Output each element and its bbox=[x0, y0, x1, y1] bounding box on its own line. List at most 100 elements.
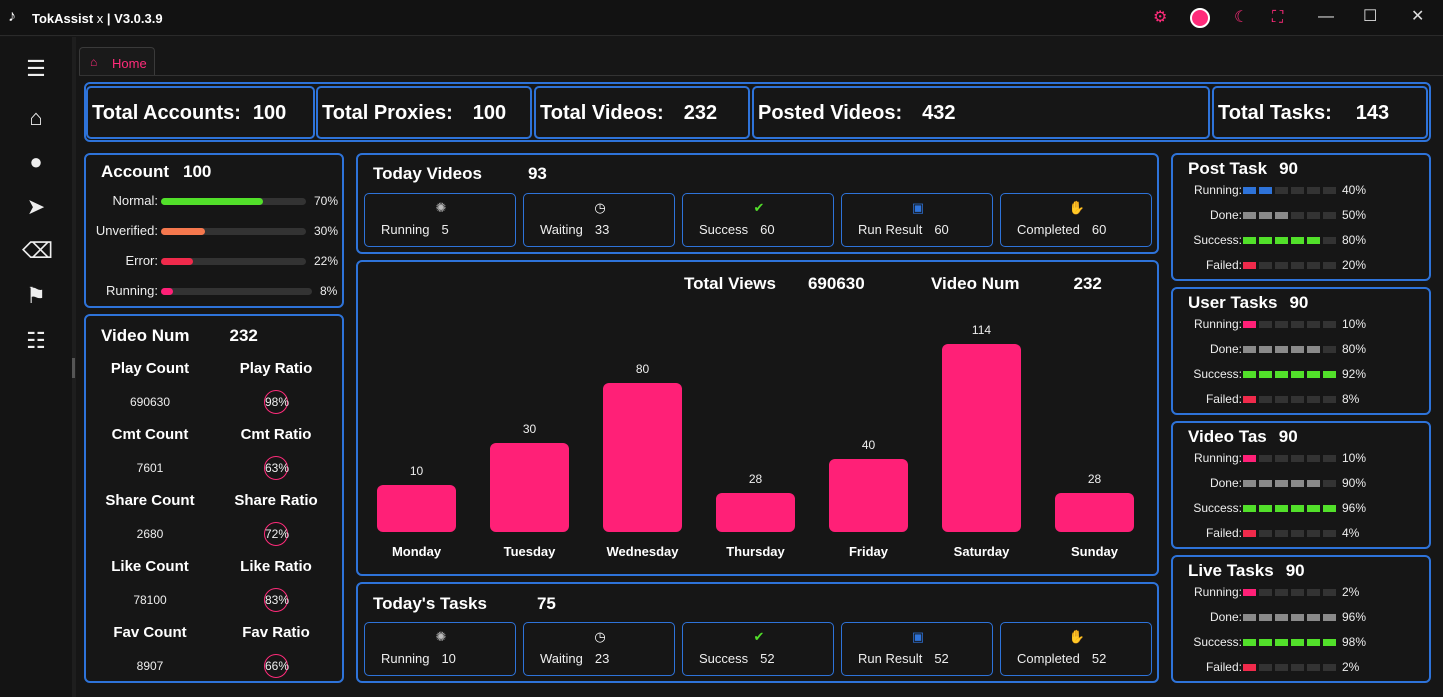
task-segment bbox=[1275, 262, 1288, 269]
today-tasks-completed: ✋ Completed 52 bbox=[1000, 622, 1152, 676]
minimize-button[interactable]: — bbox=[1318, 8, 1334, 25]
task-segment bbox=[1243, 237, 1256, 244]
stat-value: 432 bbox=[922, 102, 956, 124]
task-segment bbox=[1323, 614, 1336, 621]
result-icon: ▣ bbox=[911, 629, 925, 644]
video-count-value: 690630 bbox=[129, 395, 171, 409]
today-tasks-panel: Today's Tasks 75 ✺ Running 10 ◷ Waiting 23 ✔ Suc… bbox=[356, 582, 1159, 683]
maximize-button[interactable]: ☐ bbox=[1363, 8, 1378, 25]
today-videos-completed: ✋ Completed 60 bbox=[1000, 193, 1152, 247]
task-panel-title: User Tasks 90 bbox=[1188, 293, 1308, 313]
chart-bar bbox=[1055, 493, 1134, 532]
stat-label: Total Proxies: bbox=[322, 102, 453, 124]
sidebar-send-icon[interactable]: ➤ bbox=[26, 194, 46, 219]
task-segment bbox=[1291, 371, 1304, 378]
task-row-segments bbox=[1243, 480, 1339, 487]
chart-video-num-label: Video Num bbox=[931, 274, 1020, 293]
today-videos-item-label: Running 5 bbox=[381, 222, 449, 237]
task-segment bbox=[1307, 639, 1320, 646]
task-segment bbox=[1307, 321, 1320, 328]
chart-bar bbox=[603, 383, 682, 532]
theme-moon-icon[interactable]: ☾ bbox=[1234, 9, 1249, 26]
account-row-label: Running: bbox=[105, 283, 158, 298]
today-tasks-count: 75 bbox=[536, 594, 556, 613]
task-panel-count: 90 bbox=[1285, 561, 1305, 580]
task-row-segments bbox=[1243, 589, 1339, 596]
video-ratio-label: Like Ratio bbox=[240, 558, 312, 575]
chart-bar-value: 40 bbox=[861, 438, 876, 452]
video-ratio-ring: 66% bbox=[264, 654, 289, 678]
task-segment bbox=[1259, 346, 1272, 353]
today-videos-count: 93 bbox=[527, 164, 547, 183]
video-count-label: Play Count bbox=[110, 360, 190, 377]
task-segment bbox=[1307, 530, 1320, 537]
task-row-label: Success: bbox=[1193, 367, 1242, 381]
task-segment bbox=[1243, 455, 1256, 462]
task-segment bbox=[1259, 614, 1272, 621]
video-ratio-label: Play Ratio bbox=[239, 360, 313, 377]
chart-category-label: Monday bbox=[391, 544, 442, 559]
chart-category-label: Tuesday bbox=[503, 544, 556, 559]
task-row-percent: 10% bbox=[1342, 451, 1367, 465]
today-videos-item-label: Run Result 60 bbox=[858, 222, 949, 237]
sub-label-text: Success bbox=[699, 222, 749, 237]
stat-total-accounts: Total Accounts: 100 bbox=[86, 86, 315, 139]
stat-value: 100 bbox=[252, 102, 287, 124]
account-row-percent: 70% bbox=[314, 194, 339, 208]
task-segment bbox=[1323, 396, 1336, 403]
sidebar-user-icon[interactable]: ● bbox=[29, 149, 43, 174]
task-segment bbox=[1259, 262, 1272, 269]
task-segment bbox=[1323, 187, 1336, 194]
settings-gear-icon[interactable]: ⚙ bbox=[1153, 9, 1168, 26]
video-stats-title: Video Num bbox=[101, 326, 190, 345]
task-row-segments bbox=[1243, 371, 1339, 378]
sidebar-eraser-icon[interactable]: ⌫ bbox=[22, 238, 54, 263]
account-progress-fill bbox=[161, 198, 263, 205]
task-segment bbox=[1243, 530, 1256, 537]
spinner-icon: ✺ bbox=[435, 629, 447, 644]
task-segment bbox=[1323, 530, 1336, 537]
task-segment bbox=[1259, 321, 1272, 328]
hand-icon: ✋ bbox=[1068, 200, 1086, 215]
task-segment bbox=[1307, 237, 1320, 244]
sub-label-text: Waiting bbox=[540, 222, 583, 237]
video-count-label: Like Count bbox=[111, 558, 189, 575]
stat-value: 100 bbox=[472, 102, 507, 124]
sidebar-user-list-icon[interactable]: ☷ bbox=[26, 328, 46, 353]
task-panel-live-tasks: Live Tasks 90 Running: 2% Done: 96% Success: 98… bbox=[1171, 555, 1431, 683]
task-row-label: Running: bbox=[1193, 317, 1242, 331]
task-row-segments bbox=[1243, 237, 1339, 244]
record-icon[interactable] bbox=[1190, 8, 1210, 28]
task-segment bbox=[1323, 480, 1336, 487]
task-segment bbox=[1275, 589, 1288, 596]
task-row-percent: 96% bbox=[1342, 610, 1367, 624]
check-circle-icon: ✔ bbox=[753, 200, 765, 215]
sidebar-resize-handle[interactable] bbox=[72, 358, 75, 378]
task-panel-title-text: Post Task bbox=[1188, 159, 1268, 178]
sidebar-map-icon[interactable]: ⚑ bbox=[26, 283, 46, 308]
sub-label-text: Success bbox=[699, 651, 749, 666]
task-segment bbox=[1307, 664, 1320, 671]
task-row-label: Success: bbox=[1193, 501, 1242, 515]
video-count-value: 7601 bbox=[136, 461, 164, 475]
sidebar-home-icon[interactable]: ⌂ bbox=[29, 105, 43, 130]
tab-home[interactable]: ⌂ Home bbox=[79, 47, 155, 75]
sub-label-value: 52 bbox=[1091, 651, 1107, 666]
sub-label-value: 60 bbox=[760, 222, 775, 237]
close-button[interactable]: ✕ bbox=[1411, 8, 1425, 25]
task-row-percent: 98% bbox=[1342, 635, 1367, 649]
menu-hamburger-icon[interactable]: ☰ bbox=[26, 56, 46, 81]
chart-category-label: Wednesday bbox=[606, 544, 679, 559]
today-videos-panel: Today Videos 93 ✺ Running 5 ◷ Waiting 33 ✔ Succe… bbox=[356, 153, 1159, 254]
task-segment bbox=[1323, 346, 1336, 353]
task-segment bbox=[1243, 262, 1256, 269]
today-videos-run-result: ▣ Run Result 60 bbox=[841, 193, 993, 247]
task-segment bbox=[1275, 480, 1288, 487]
task-segment bbox=[1323, 455, 1336, 462]
task-row-percent: 80% bbox=[1342, 342, 1367, 356]
fullscreen-icon[interactable]: ⛶ bbox=[1272, 9, 1284, 26]
today-videos-title: Today Videos bbox=[373, 164, 482, 183]
chart-category-label: Thursday bbox=[726, 544, 785, 559]
task-row-label: Failed: bbox=[1205, 392, 1242, 406]
clock-icon: ◷ bbox=[594, 629, 606, 644]
